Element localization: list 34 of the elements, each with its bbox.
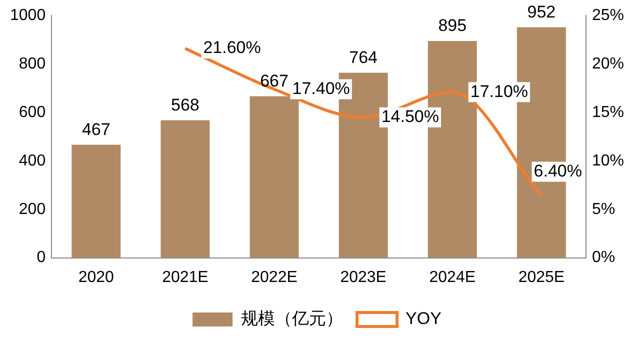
x-tick-label: 2022E — [251, 268, 298, 286]
y-tick-label: 600 — [18, 104, 46, 121]
y2-tick-label: 5% — [592, 200, 616, 218]
legend-label: 规模（亿元） — [241, 309, 344, 328]
y2-tick-label: 25% — [592, 7, 624, 24]
y-tick-label: 800 — [18, 55, 46, 72]
data-label: 467 — [82, 120, 110, 139]
data-label: 14.50% — [381, 107, 439, 126]
legend-label: YOY — [406, 309, 442, 328]
y-tick-label: 200 — [18, 200, 46, 218]
y2-tick-label: 20% — [592, 55, 624, 72]
data-label: 21.60% — [203, 38, 261, 58]
x-tick-label: 2020 — [78, 268, 114, 286]
data-label: 568 — [171, 95, 200, 114]
bar — [250, 96, 299, 258]
y2-tick-label: 15% — [592, 104, 624, 121]
bar — [160, 120, 210, 258]
y-tick-label: 1000 — [10, 7, 46, 24]
y-tick-label: 0 — [36, 249, 46, 266]
y2-tick-label: 0% — [592, 249, 616, 266]
data-label: 667 — [260, 71, 288, 90]
data-label: 895 — [438, 16, 467, 36]
y2-tick-label: 10% — [592, 152, 624, 170]
y-tick-label: 400 — [18, 152, 46, 170]
x-tick-label: 2023E — [340, 268, 386, 286]
x-tick-label: 2024E — [429, 268, 476, 286]
data-label: 17.40% — [292, 78, 350, 98]
x-tick-label: 2021E — [162, 268, 208, 286]
data-label: 17.10% — [470, 82, 528, 101]
data-label: 764 — [349, 48, 378, 67]
data-label: 6.40% — [534, 161, 582, 180]
data-label: 952 — [527, 2, 556, 22]
x-tick-label: 2025E — [518, 268, 565, 286]
bar — [72, 144, 121, 258]
